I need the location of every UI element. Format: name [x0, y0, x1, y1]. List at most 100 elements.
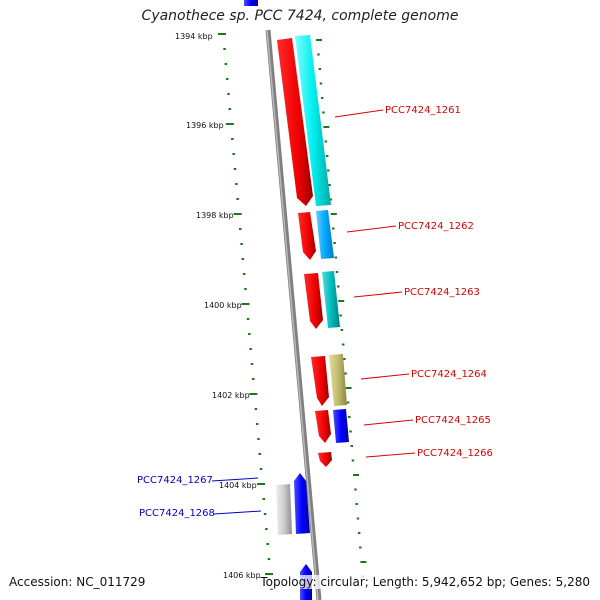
gene-arrow-1267[interactable] [276, 484, 292, 535]
ruler-minor-tick [236, 198, 239, 200]
ruler-minor-tick [242, 273, 246, 275]
ruler-label: 1400 kbp [204, 301, 242, 310]
ruler-minor-tick [233, 168, 237, 170]
outer-ring-dot [344, 372, 347, 375]
ruler-major-tick [225, 123, 234, 125]
gene-arrow-1261[interactable] [277, 38, 313, 206]
gene-label-1266[interactable]: PCC7424_1266 [417, 448, 493, 459]
leader-line [211, 477, 259, 482]
ruler-minor-tick [235, 183, 238, 185]
ruler-label: 1402 kbp [212, 391, 250, 400]
outer-ring-dot [345, 387, 352, 389]
ruler-major-tick [241, 303, 250, 305]
ruler-minor-tick [254, 408, 258, 410]
outer-ring-dot [355, 503, 358, 505]
gene-label-1261[interactable]: PCC7424_1261 [385, 105, 461, 116]
outer-ring-dot [356, 517, 360, 520]
leader-line [363, 419, 414, 426]
genome-summary-text: Topology: circular; Length: 5,942,652 bp… [260, 575, 590, 589]
gene-label-1264[interactable]: PCC7424_1264 [411, 369, 487, 380]
leader-line [353, 291, 403, 298]
leader-line [346, 225, 397, 233]
cds-skyblue[interactable] [316, 210, 334, 259]
ruler-minor-tick [265, 528, 268, 530]
gene-arrow-1266[interactable] [318, 452, 332, 467]
ruler-minor-tick [231, 138, 234, 140]
outer-ring-dot [325, 155, 329, 157]
ruler-minor-tick [263, 513, 267, 515]
ruler-minor-tick [258, 453, 261, 455]
ruler-major-tick [265, 573, 273, 575]
outer-ring-dot [328, 184, 331, 186]
ruler-minor-tick [255, 423, 259, 425]
leader-line [334, 109, 384, 118]
outer-ring-dot [334, 256, 337, 259]
outer-ring-dot [322, 111, 325, 114]
ruler-label: 1406 kbp [223, 571, 261, 580]
leader-line [365, 452, 416, 458]
ruler-minor-tick [240, 243, 243, 245]
leader-line [360, 373, 410, 380]
outer-ring-dot [332, 227, 335, 230]
ruler-minor-tick [223, 48, 226, 50]
cds-blue[interactable] [333, 409, 349, 443]
ruler-label: 1394 kbp [175, 32, 213, 41]
outer-ring-dot [339, 314, 342, 317]
map-title: Cyanothece sp. PCC 7424, complete genome [141, 8, 459, 24]
ruler-minor-tick [225, 78, 229, 80]
outer-ring-dot [317, 53, 320, 56]
outer-ring-dot [357, 532, 361, 534]
gene-arrow-1263[interactable] [304, 273, 323, 329]
outer-ring-dot [341, 343, 345, 346]
gene-label-1263[interactable]: PCC7424_1263 [404, 287, 480, 298]
outer-ring-dot [353, 474, 359, 476]
ruler-major-tick [249, 393, 258, 395]
genome-backbone-highlight [266, 29, 319, 600]
gene-label-1262[interactable]: PCC7424_1262 [398, 221, 474, 232]
outer-ring-dot [335, 271, 339, 273]
outer-ring-dot [338, 300, 345, 302]
outer-ring-dot [346, 401, 350, 404]
ruler-label: 1404 kbp [219, 481, 257, 490]
ruler-minor-tick [241, 258, 245, 260]
gene-arrow-1268[interactable] [294, 473, 310, 534]
cds-cyan[interactable] [295, 35, 331, 206]
ruler-major-tick [233, 213, 242, 215]
forward-genes [277, 38, 332, 467]
gene-arrow-1264[interactable] [311, 356, 329, 406]
ruler-minor-tick [267, 558, 271, 560]
gene-label-1268[interactable]: PCC7424_1268 [139, 508, 215, 519]
outer-ring-dot [320, 97, 324, 99]
outer-dotted-ring [316, 39, 367, 578]
leader-line [213, 510, 262, 515]
outer-ring-dot [330, 213, 337, 215]
gene-label-1265[interactable]: PCC7424_1265 [415, 415, 491, 426]
outer-ring-dot [337, 285, 340, 288]
outer-ring-dot [343, 358, 346, 360]
outer-ring-dot [351, 459, 355, 462]
gene-label-1267[interactable]: PCC7424_1267 [137, 475, 213, 486]
outer-ring-dot [329, 198, 333, 201]
ruler-minor-tick [266, 543, 269, 545]
cds-khaki[interactable] [329, 354, 347, 406]
outer-ring-dot [327, 169, 330, 172]
cds-teal[interactable] [322, 271, 340, 328]
ruler-minor-tick [262, 498, 265, 500]
ruler-major-tick [257, 483, 266, 485]
ruler-minor-tick [259, 468, 263, 470]
outer-ring-dot [324, 140, 328, 143]
cds-features [295, 35, 349, 443]
ruler-minor-tick [244, 288, 247, 290]
outer-ring-dot [340, 329, 344, 331]
ruler-minor-tick [248, 333, 251, 335]
ruler-minor-tick [252, 378, 255, 380]
outer-ring-dot [348, 416, 351, 418]
outer-ring-dot [354, 488, 357, 491]
outer-ring-dot [359, 546, 362, 549]
ruler-minor-tick [227, 93, 230, 95]
gene-partial-top [244, 0, 258, 6]
gene-arrow-1262[interactable] [298, 212, 316, 260]
gene-arrow-1265[interactable] [315, 410, 331, 443]
leader-lines [211, 109, 416, 515]
